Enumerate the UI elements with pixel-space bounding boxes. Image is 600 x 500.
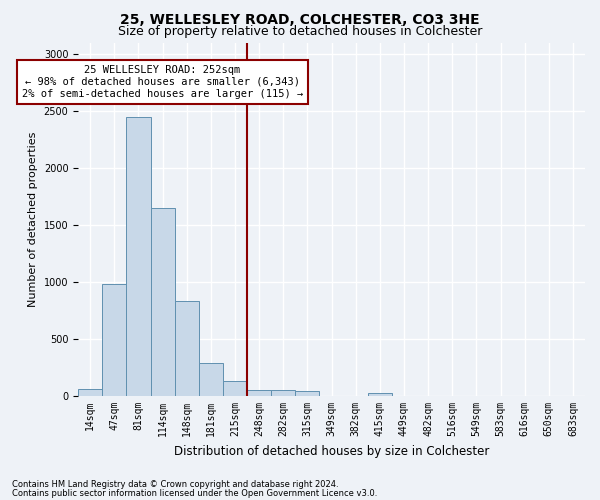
- Text: 25 WELLESLEY ROAD: 252sqm
← 98% of detached houses are smaller (6,343)
2% of sem: 25 WELLESLEY ROAD: 252sqm ← 98% of detac…: [22, 66, 303, 98]
- Bar: [175, 302, 199, 396]
- Bar: [247, 390, 271, 396]
- Bar: [102, 284, 127, 396]
- Y-axis label: Number of detached properties: Number of detached properties: [28, 132, 38, 307]
- Text: Contains HM Land Registry data © Crown copyright and database right 2024.: Contains HM Land Registry data © Crown c…: [12, 480, 338, 489]
- Bar: [223, 381, 247, 396]
- Bar: [78, 389, 102, 396]
- Bar: [151, 208, 175, 396]
- Text: Size of property relative to detached houses in Colchester: Size of property relative to detached ho…: [118, 25, 482, 38]
- Bar: [368, 393, 392, 396]
- Bar: [199, 363, 223, 396]
- Text: 25, WELLESLEY ROAD, COLCHESTER, CO3 3HE: 25, WELLESLEY ROAD, COLCHESTER, CO3 3HE: [120, 12, 480, 26]
- X-axis label: Distribution of detached houses by size in Colchester: Distribution of detached houses by size …: [174, 444, 489, 458]
- Bar: [127, 116, 151, 396]
- Text: Contains public sector information licensed under the Open Government Licence v3: Contains public sector information licen…: [12, 488, 377, 498]
- Bar: [295, 391, 319, 396]
- Bar: [271, 390, 295, 396]
